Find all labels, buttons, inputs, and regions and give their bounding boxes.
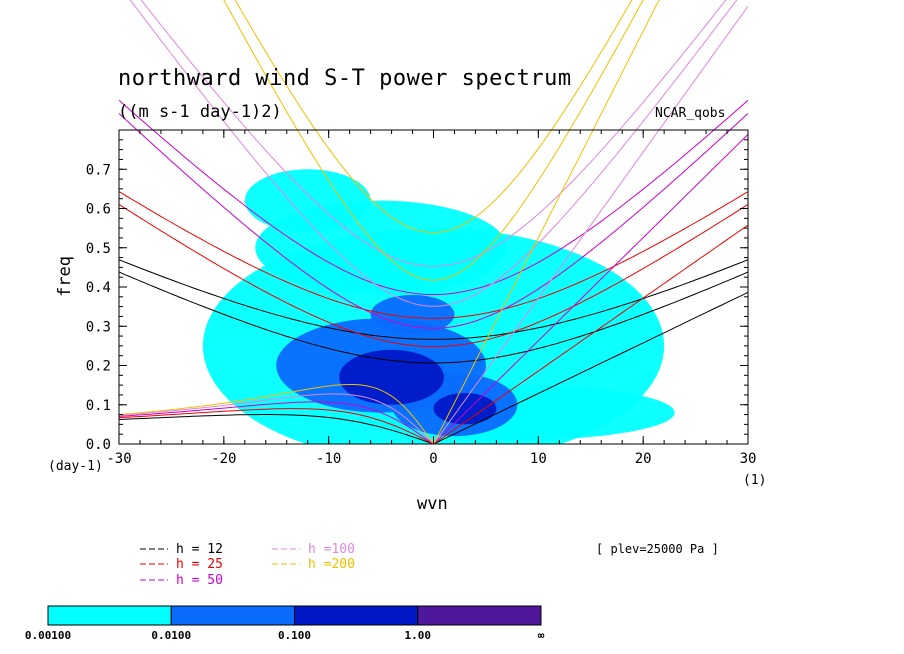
x-tick-label: -20 xyxy=(211,451,236,467)
y-tick-label: 0.0 xyxy=(86,437,111,453)
kelvin-curve xyxy=(433,5,748,444)
x-tick-label: -10 xyxy=(316,451,341,467)
heatmap-region xyxy=(339,349,444,405)
dispersion-curve xyxy=(119,191,748,319)
colorbar-label: 1.00 xyxy=(404,629,432,642)
y-tick-label: 0.4 xyxy=(86,280,111,296)
x-tick-label: 20 xyxy=(635,451,652,467)
plev-annotation: [ plev=25000 Pa ] xyxy=(596,542,719,556)
rossby-curve xyxy=(119,393,434,444)
x-axis-label: wvn xyxy=(417,494,448,514)
x-unit-right: (1) xyxy=(743,473,767,488)
kelvin-curve xyxy=(433,291,748,444)
legend-label: h = 25 xyxy=(176,557,223,572)
chart-title: northward wind S-T power spectrum xyxy=(118,66,572,91)
dispersion-curve xyxy=(119,113,748,329)
legend-label: h =100 xyxy=(308,542,355,557)
colorbar-label: ∞ xyxy=(537,629,545,642)
kelvin-curve xyxy=(433,134,748,444)
kelvin-curve xyxy=(433,224,748,444)
x-tick-label: 0 xyxy=(429,451,437,467)
heatmap xyxy=(202,169,675,444)
chart-units: ((m s-1 day-1)2) xyxy=(118,102,282,122)
dispersion-curve xyxy=(140,0,727,267)
x-tick-label: 10 xyxy=(530,451,547,467)
heatmap-region xyxy=(433,392,497,425)
dataset-label: NCAR_qobs xyxy=(655,106,726,121)
kelvin-curve xyxy=(433,0,660,444)
y-tick-label: 0.3 xyxy=(86,319,111,335)
y-tick-label: 0.5 xyxy=(86,241,111,257)
colorbar-label: 0.0100 xyxy=(151,629,192,642)
x-tick-label: 30 xyxy=(740,451,757,467)
colorbar-cell xyxy=(294,605,419,626)
colorbar-cell xyxy=(47,605,172,626)
legend-label: h = 50 xyxy=(176,573,223,588)
colorbar-label: 0.100 xyxy=(277,629,312,642)
heatmap-region xyxy=(370,294,455,335)
y-tick-label: 0.6 xyxy=(86,202,111,218)
x-tick-label: -30 xyxy=(106,451,131,467)
y-tick-label: 0.2 xyxy=(86,359,111,375)
dispersion-curve xyxy=(234,0,633,234)
dispersion-curve xyxy=(129,0,738,307)
legend-label: h = 12 xyxy=(176,542,223,557)
colorbar-cell xyxy=(170,605,295,626)
dispersion-curve xyxy=(119,99,748,296)
y-tick-label: 0.7 xyxy=(86,162,111,178)
colorbar-label: 0.00100 xyxy=(24,629,72,642)
dispersion-curve xyxy=(119,271,748,364)
y-tick-label: 0.1 xyxy=(86,398,111,414)
rossby-curve xyxy=(119,414,434,444)
dispersion-curve xyxy=(119,203,748,348)
dispersion-curve xyxy=(223,0,644,281)
rossby-curve xyxy=(119,384,434,444)
colorbar-cell xyxy=(417,605,542,626)
legend-label: h =200 xyxy=(308,557,355,572)
rossby-curve xyxy=(119,401,434,444)
rossby-curve xyxy=(119,408,434,444)
x-unit-left: (day-1) xyxy=(48,459,103,474)
y-axis-label: freq xyxy=(55,256,75,297)
dispersion-curves xyxy=(119,0,748,444)
